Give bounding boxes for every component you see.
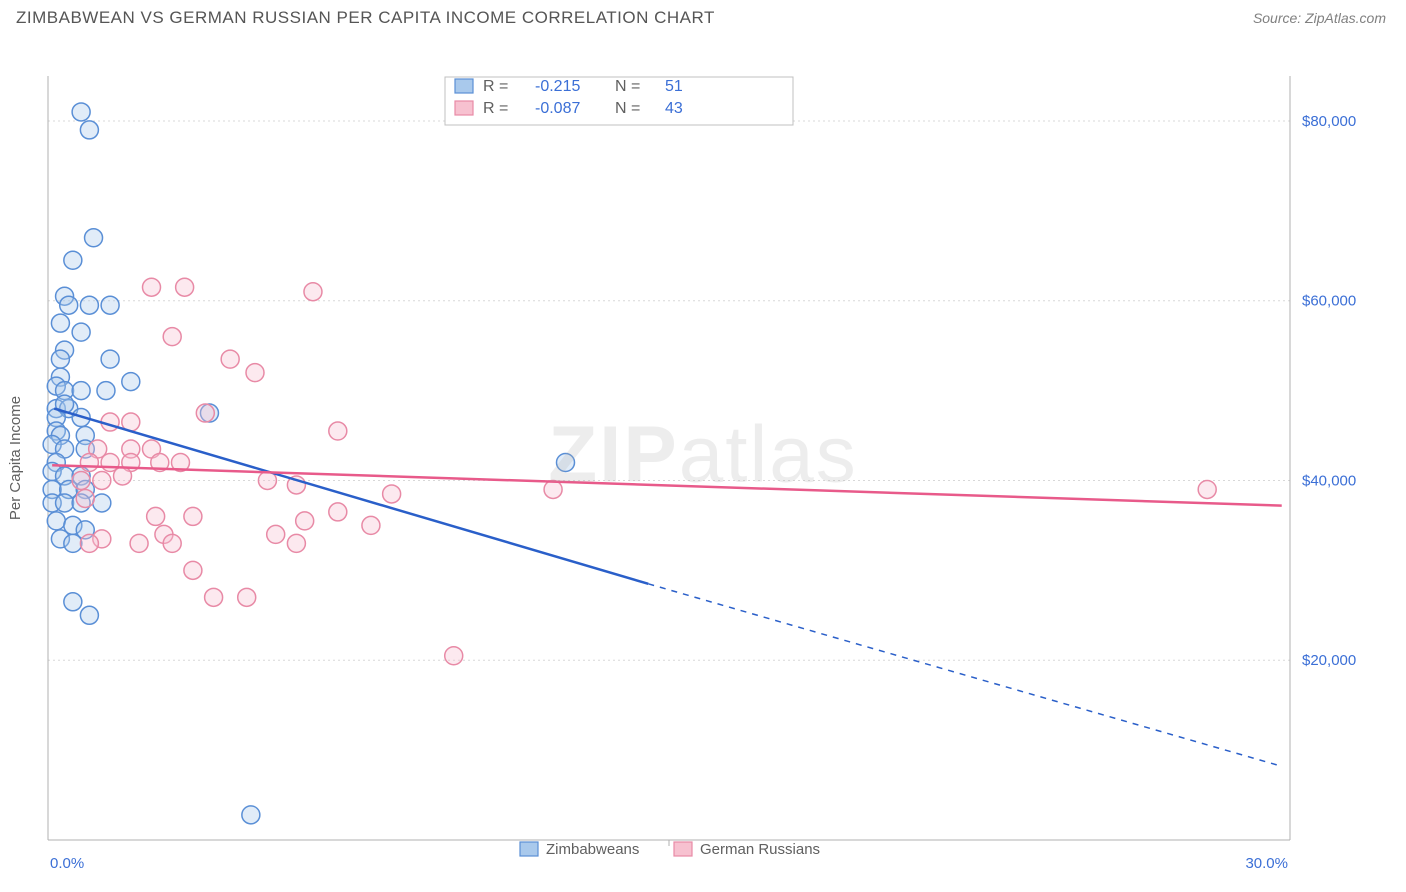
svg-text:Per Capita Income: Per Capita Income [7,396,24,520]
svg-text:43: 43 [665,100,683,117]
svg-text:-0.215: -0.215 [535,78,580,95]
scatter-chart: $20,000 $40,000 $60,000 $80,000 0.0% 30.0% Per… [0,32,1406,888]
svg-text:$40,000: $40,000 [1302,472,1356,489]
svg-text:0.0%: 0.0% [50,855,84,872]
svg-text:51: 51 [665,78,683,95]
source-attribution: Source: ZipAtlas.com [1253,10,1386,26]
svg-text:$60,000: $60,000 [1302,293,1356,310]
svg-text:R =: R = [483,78,508,95]
svg-text:$20,000: $20,000 [1302,652,1356,669]
svg-text:Zimbabweans: Zimbabweans [546,841,639,858]
svg-text:N =: N = [615,78,640,95]
svg-text:30.0%: 30.0% [1245,855,1288,872]
svg-text:$80,000: $80,000 [1302,113,1356,130]
chart-container: $20,000 $40,000 $60,000 $80,000 0.0% 30.0% Per… [0,32,1406,888]
svg-text:N =: N = [615,100,640,117]
svg-text:-0.087: -0.087 [535,100,580,117]
svg-text:R =: R = [483,100,508,117]
chart-title: ZIMBABWEAN VS GERMAN RUSSIAN PER CAPITA … [16,8,715,28]
svg-text:German Russians: German Russians [700,841,820,858]
